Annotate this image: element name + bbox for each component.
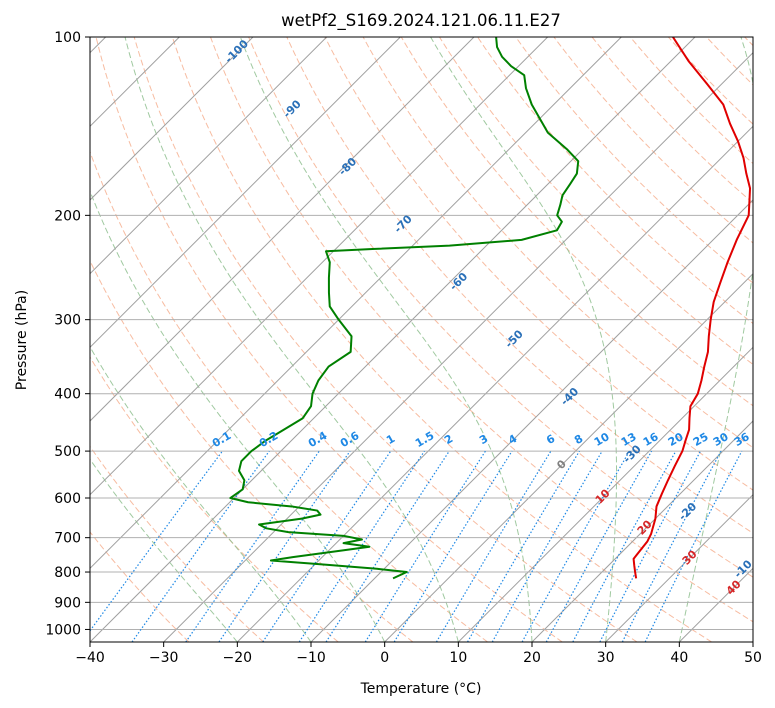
- mixing-ratio-line: [546, 451, 651, 642]
- x-tick-label: 0: [380, 650, 389, 666]
- x-tick-label: −30: [149, 650, 179, 666]
- isotherm-line: [753, 37, 775, 642]
- mixing-ratio-label: 0.2: [257, 429, 280, 450]
- x-tick-label: 40: [670, 650, 688, 666]
- y-tick-label: 200: [54, 208, 81, 224]
- mixing-ratio-line: [82, 451, 223, 642]
- isotherm-label: -60: [447, 270, 470, 293]
- dewpoint-profile-line: [230, 37, 578, 578]
- mixing-ratio-label: 8: [572, 432, 585, 447]
- moist-adiabat-line: [0, 37, 311, 642]
- isotherm-label: -50: [503, 327, 526, 350]
- plot-frame: [90, 37, 753, 642]
- y-tick-label: 1000: [45, 622, 81, 638]
- x-tick-label: 50: [744, 650, 762, 666]
- y-tick-label: 900: [54, 595, 81, 611]
- y-axis-label: Pressure (hPa): [14, 290, 30, 390]
- isotherm-label: -80: [336, 155, 359, 178]
- y-tick-label: 700: [54, 531, 81, 547]
- dry-adiabat-line: [668, 37, 775, 642]
- moist-adiabat-line: [240, 37, 532, 642]
- isotherm-label: -40: [558, 385, 581, 408]
- mixing-ratio-label: 0.1: [210, 429, 233, 450]
- y-tick-label: 100: [54, 30, 81, 46]
- mixing-ratio-line: [468, 451, 580, 642]
- mixing-ratio-label: 16: [641, 430, 661, 449]
- mixing-ratio-line: [326, 451, 449, 642]
- isotherm-label: -10: [732, 557, 755, 580]
- y-tick-label: 800: [54, 565, 81, 581]
- mixing-ratio-line: [394, 451, 512, 642]
- mixing-ratio-line: [645, 451, 742, 642]
- dry-adiabat-line: [592, 37, 775, 642]
- dry-adiabat-line: [707, 37, 775, 642]
- dry-adiabat-line: [0, 37, 264, 642]
- mixing-ratio-label: 25: [691, 430, 711, 449]
- mixing-ratio-line: [522, 451, 629, 642]
- isotherm-line: [164, 37, 769, 642]
- plot-area: -100-90-80-70-60-50-40-30-20-1000.1 0.2 0.…: [0, 37, 775, 642]
- moist-adiabat-line: [125, 37, 458, 642]
- y-tick-label: 400: [54, 387, 81, 403]
- isotherm-line: [0, 37, 327, 642]
- y-tick-label: 600: [54, 491, 81, 507]
- mixing-ratio-line: [263, 451, 391, 642]
- x-tick-label: 30: [597, 650, 615, 666]
- isotherm-line: [311, 37, 775, 642]
- x-axis-label: Temperature (°C): [360, 681, 482, 697]
- y-tick-label: 500: [54, 444, 81, 460]
- dry-adiabat-line: [0, 37, 338, 642]
- chart-title: wetPf2_S169.2024.121.06.11.E27: [281, 11, 561, 31]
- isotherm-line: [0, 37, 253, 642]
- grid-layer: [0, 37, 775, 642]
- isotherm-label: -20: [676, 500, 699, 523]
- mixing-ratio-line: [132, 451, 269, 642]
- x-tick-label: −20: [223, 650, 253, 666]
- mixing-ratio-label: 2: [442, 432, 455, 447]
- x-tick-label: 10: [449, 650, 467, 666]
- isotherm-label: -90: [281, 97, 304, 120]
- x-axis: −40 −30 −20 −10 0 10 20 30 40 50: [75, 642, 762, 666]
- dry-adiabat-line: [20, 37, 413, 642]
- y-axis: 100 200 300 400 500 600 700 800 900 1000: [45, 30, 90, 638]
- x-tick-label: −40: [75, 650, 105, 666]
- dry-adiabat-line: [58, 37, 488, 642]
- y-tick-label: 300: [54, 313, 81, 329]
- x-tick-label: −10: [296, 650, 326, 666]
- isotherm-line: [90, 37, 695, 642]
- mixing-ratio-label: 36: [732, 430, 752, 449]
- dry-adiabat-line: [134, 37, 637, 642]
- mixing-ratio-label: 0.4: [306, 429, 330, 450]
- mixing-ratio-label: 10: [592, 430, 612, 449]
- isotherm-line: [0, 37, 474, 642]
- isotherm-label: -100: [222, 37, 251, 66]
- isotherm-line: [532, 37, 775, 642]
- moist-adiabat-line: [0, 37, 237, 642]
- mixing-ratio-label: 1: [384, 432, 397, 447]
- mixing-ratio-line: [573, 451, 676, 642]
- dry-adiabat-line: [745, 37, 775, 642]
- dry-adiabat-label: 10: [593, 486, 613, 506]
- x-tick-label: 20: [523, 650, 541, 666]
- isotherm-line: [16, 37, 621, 642]
